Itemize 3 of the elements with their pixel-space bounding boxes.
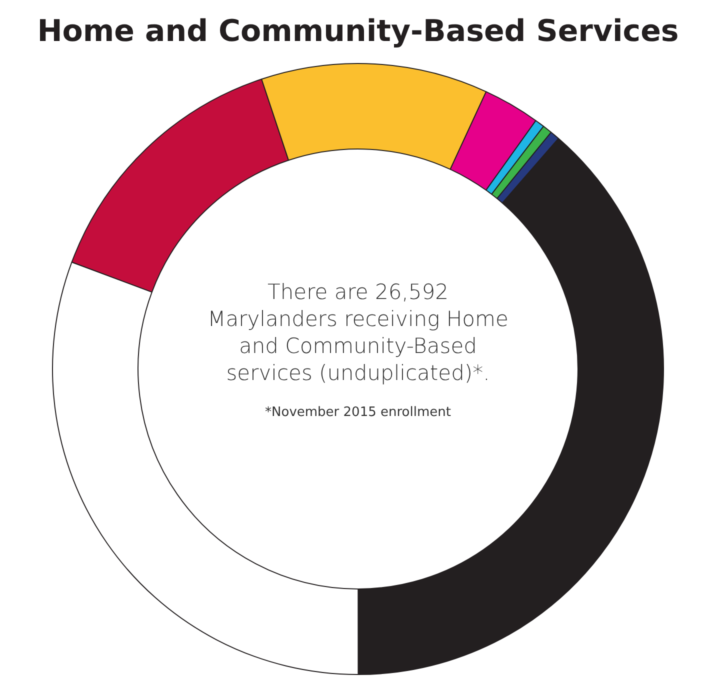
text: There are 26,592 Marylanders receiving Home and Community-Based services (unduplicated)*. <box>206 279 510 387</box>
chart-title: Home and Community-Based Services <box>36 13 680 51</box>
text: *November 2015 enrollment <box>264 405 452 420</box>
